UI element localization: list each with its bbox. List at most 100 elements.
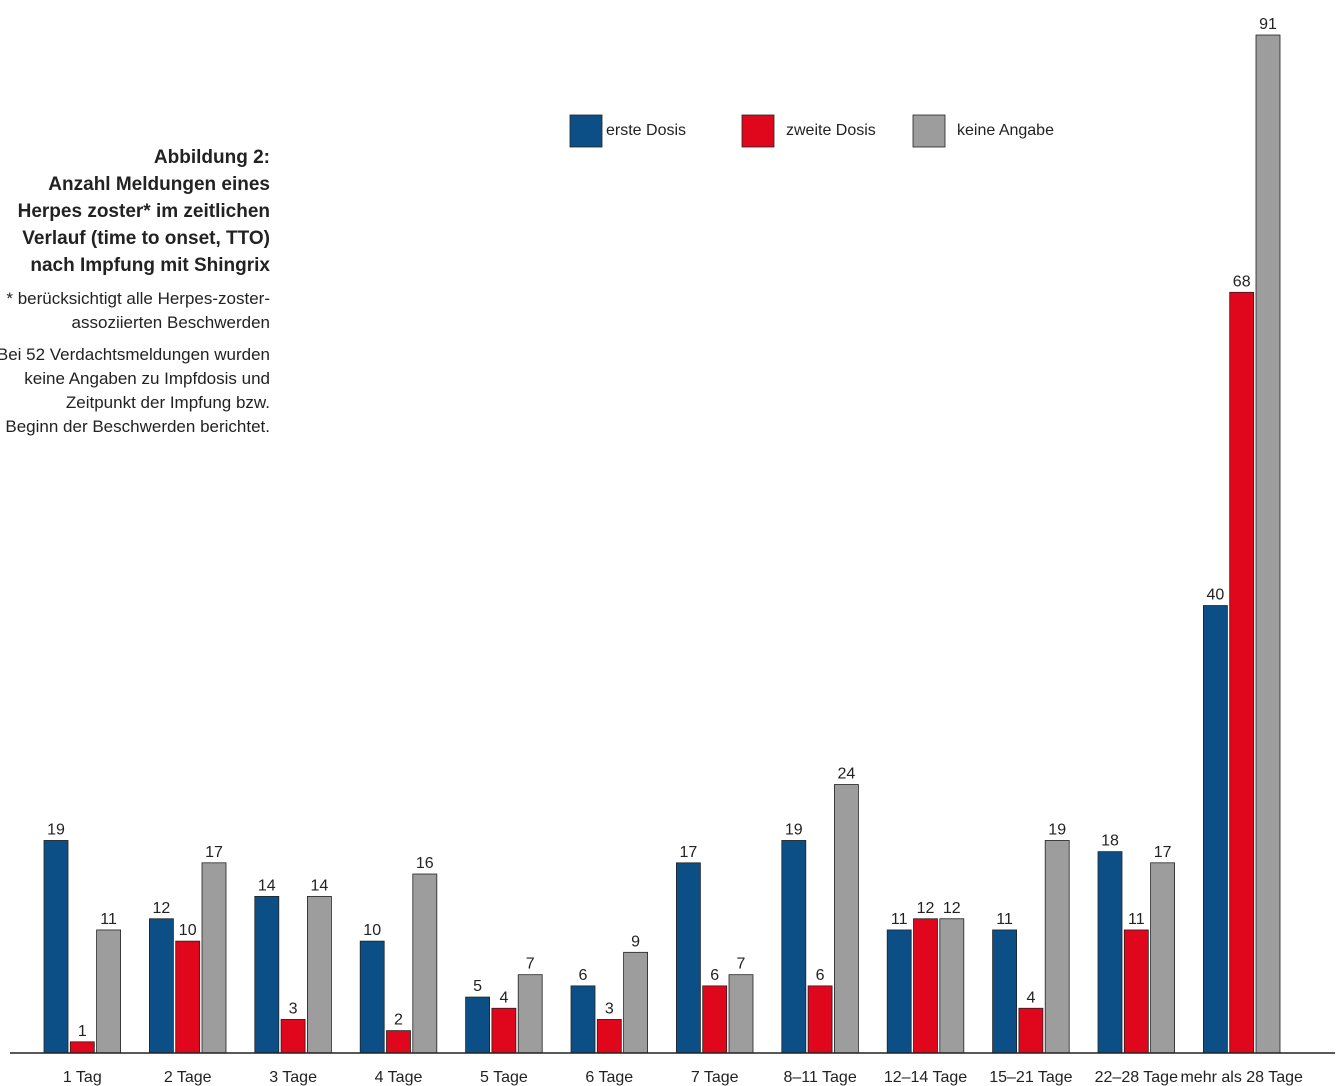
bar-value-label: 91 — [1259, 16, 1277, 33]
bar-erste-dosis — [43, 840, 69, 1054]
bar-keine-angabe — [728, 974, 754, 1054]
bar-value-label: 12 — [153, 900, 171, 917]
bar-value-label: 6 — [710, 967, 719, 984]
legend-label: zweite Dosis — [786, 122, 876, 139]
bar-value-label: 6 — [579, 967, 588, 984]
caption-title-line: Verlauf (time to onset, TTO) — [22, 228, 270, 249]
bar-keine-angabe — [96, 929, 121, 1054]
bar-value-label: 17 — [680, 844, 698, 861]
caption-missing-data-note: Bei 52 Verdachtsmeldungen wurden keine A… — [0, 343, 270, 439]
bar-value-label: 17 — [205, 844, 223, 861]
category-label: 5 Tage — [480, 1069, 528, 1086]
bar-erste-dosis — [359, 940, 385, 1054]
bar-erste-dosis — [992, 929, 1017, 1054]
bar-erste-dosis — [781, 840, 807, 1054]
bar-zweite-dosis — [1018, 1007, 1044, 1054]
category-label: 3 Tage — [269, 1069, 317, 1086]
bar-value-label: 12 — [917, 900, 935, 917]
bar-value-label: 14 — [258, 877, 276, 894]
chart-category-labels: 1 Tag 2 Tage 3 Tage 4 Tage 5 Tage 6 Tage 7 Tag… — [63, 1069, 1303, 1086]
bar-zweite-dosis — [175, 940, 201, 1054]
bar-value-label: 3 — [289, 1000, 298, 1017]
category-label: 8–11 Tage — [783, 1069, 856, 1086]
caption-title-line: Herpes zoster* im zeitlichen — [17, 201, 270, 222]
bar-zweite-dosis — [596, 1019, 622, 1054]
category-label: 15–21 Tage — [989, 1069, 1072, 1086]
caption-footnote: * berücksichtigt alle Herpes-zoster- ass… — [0, 287, 270, 335]
bar-keine-angabe — [306, 895, 332, 1054]
category-label: 6 Tage — [585, 1069, 633, 1086]
bar-erste-dosis — [1203, 605, 1228, 1054]
bar-zweite-dosis — [386, 1030, 411, 1054]
bar-value-label: 40 — [1207, 587, 1225, 604]
bar-value-label: 10 — [363, 922, 381, 939]
bar-value-label: 17 — [1154, 844, 1172, 861]
bar-erste-dosis — [1097, 851, 1123, 1054]
bar-keine-angabe — [1044, 840, 1070, 1054]
bar-value-label: 11 — [1128, 911, 1145, 928]
bar-erste-dosis — [570, 985, 596, 1054]
bar-value-label: 4 — [499, 989, 508, 1006]
caption-title: Abbildung 2: Anzahl Meldungen eines Herp… — [0, 144, 270, 279]
category-label: 12–14 Tage — [884, 1069, 967, 1086]
figure-caption: Abbildung 2: Anzahl Meldungen eines Herp… — [0, 144, 270, 439]
bar-value-label: 7 — [737, 956, 746, 973]
bar-zweite-dosis — [1123, 929, 1149, 1054]
bar-zweite-dosis — [702, 985, 728, 1054]
bar-keine-angabe — [201, 862, 227, 1054]
category-label: 22–28 Tage — [1095, 1069, 1178, 1086]
bar-keine-angabe — [834, 784, 859, 1054]
bar-value-label: 14 — [311, 877, 329, 894]
bar-keine-angabe — [623, 951, 648, 1054]
bar-value-label: 4 — [1026, 989, 1035, 1006]
bar-value-label: 19 — [785, 821, 803, 838]
bar-zweite-dosis — [913, 918, 938, 1054]
caption-title-line: Anzahl Meldungen eines — [48, 174, 270, 195]
bar-keine-angabe — [517, 974, 543, 1054]
bar-value-label: 16 — [416, 855, 434, 872]
bar-zweite-dosis — [69, 1041, 95, 1054]
bar-erste-dosis — [465, 996, 491, 1054]
category-label: 2 Tage — [164, 1069, 212, 1086]
bar-value-label: 1 — [78, 1023, 87, 1040]
caption-note-line: assoziierten Beschwerden — [71, 313, 270, 332]
bar-value-label: 6 — [816, 967, 825, 984]
category-label: 7 Tage — [691, 1069, 739, 1086]
legend-swatch — [912, 114, 946, 148]
legend-label: keine Angabe — [957, 122, 1054, 139]
chart-legend: erste Dosis zweite Dosis keine Angabe — [569, 114, 1054, 148]
bar-value-label: 68 — [1233, 273, 1251, 290]
legend-swatch — [741, 114, 775, 148]
bar-zweite-dosis — [491, 1007, 517, 1054]
bar-keine-angabe — [1150, 862, 1175, 1054]
bar-value-label: 10 — [179, 922, 197, 939]
caption-note-line: keine Angaben zu Impfdosis und — [24, 369, 270, 388]
bar-value-label: 11 — [891, 911, 908, 928]
legend-swatch — [569, 114, 603, 148]
caption-title-line: nach Impfung mit Shingrix — [30, 255, 270, 276]
legend-label: erste Dosis — [606, 122, 686, 139]
chart-value-labels: 1911112101714314102165476391767196241112… — [47, 16, 1277, 1040]
bar-value-label: 11 — [100, 911, 117, 928]
bar-value-label: 19 — [1048, 821, 1066, 838]
bar-keine-angabe — [1255, 34, 1281, 1054]
bar-value-label: 3 — [605, 1000, 614, 1017]
category-label: mehr als 28 Tage — [1180, 1069, 1303, 1086]
caption-note-line: Bei 52 Verdachtsmeldungen wurden — [0, 345, 270, 364]
bar-erste-dosis — [148, 918, 174, 1054]
bar-value-label: 2 — [394, 1012, 403, 1029]
bar-keine-angabe — [412, 873, 438, 1054]
bar-value-label: 24 — [838, 766, 856, 783]
category-label: 4 Tage — [375, 1069, 423, 1086]
bar-value-label: 19 — [47, 821, 65, 838]
caption-note-line: * berücksichtigt alle Herpes-zoster- — [6, 289, 270, 308]
bar-value-label: 7 — [526, 956, 535, 973]
bar-zweite-dosis — [1229, 291, 1255, 1054]
category-label: 1 Tag — [63, 1069, 102, 1086]
caption-note-line: Beginn der Beschwerden berichtet. — [5, 417, 270, 436]
bar-erste-dosis — [676, 862, 701, 1054]
chart-bars — [43, 34, 1281, 1054]
bar-zweite-dosis — [807, 985, 833, 1054]
bar-value-label: 11 — [996, 911, 1013, 928]
